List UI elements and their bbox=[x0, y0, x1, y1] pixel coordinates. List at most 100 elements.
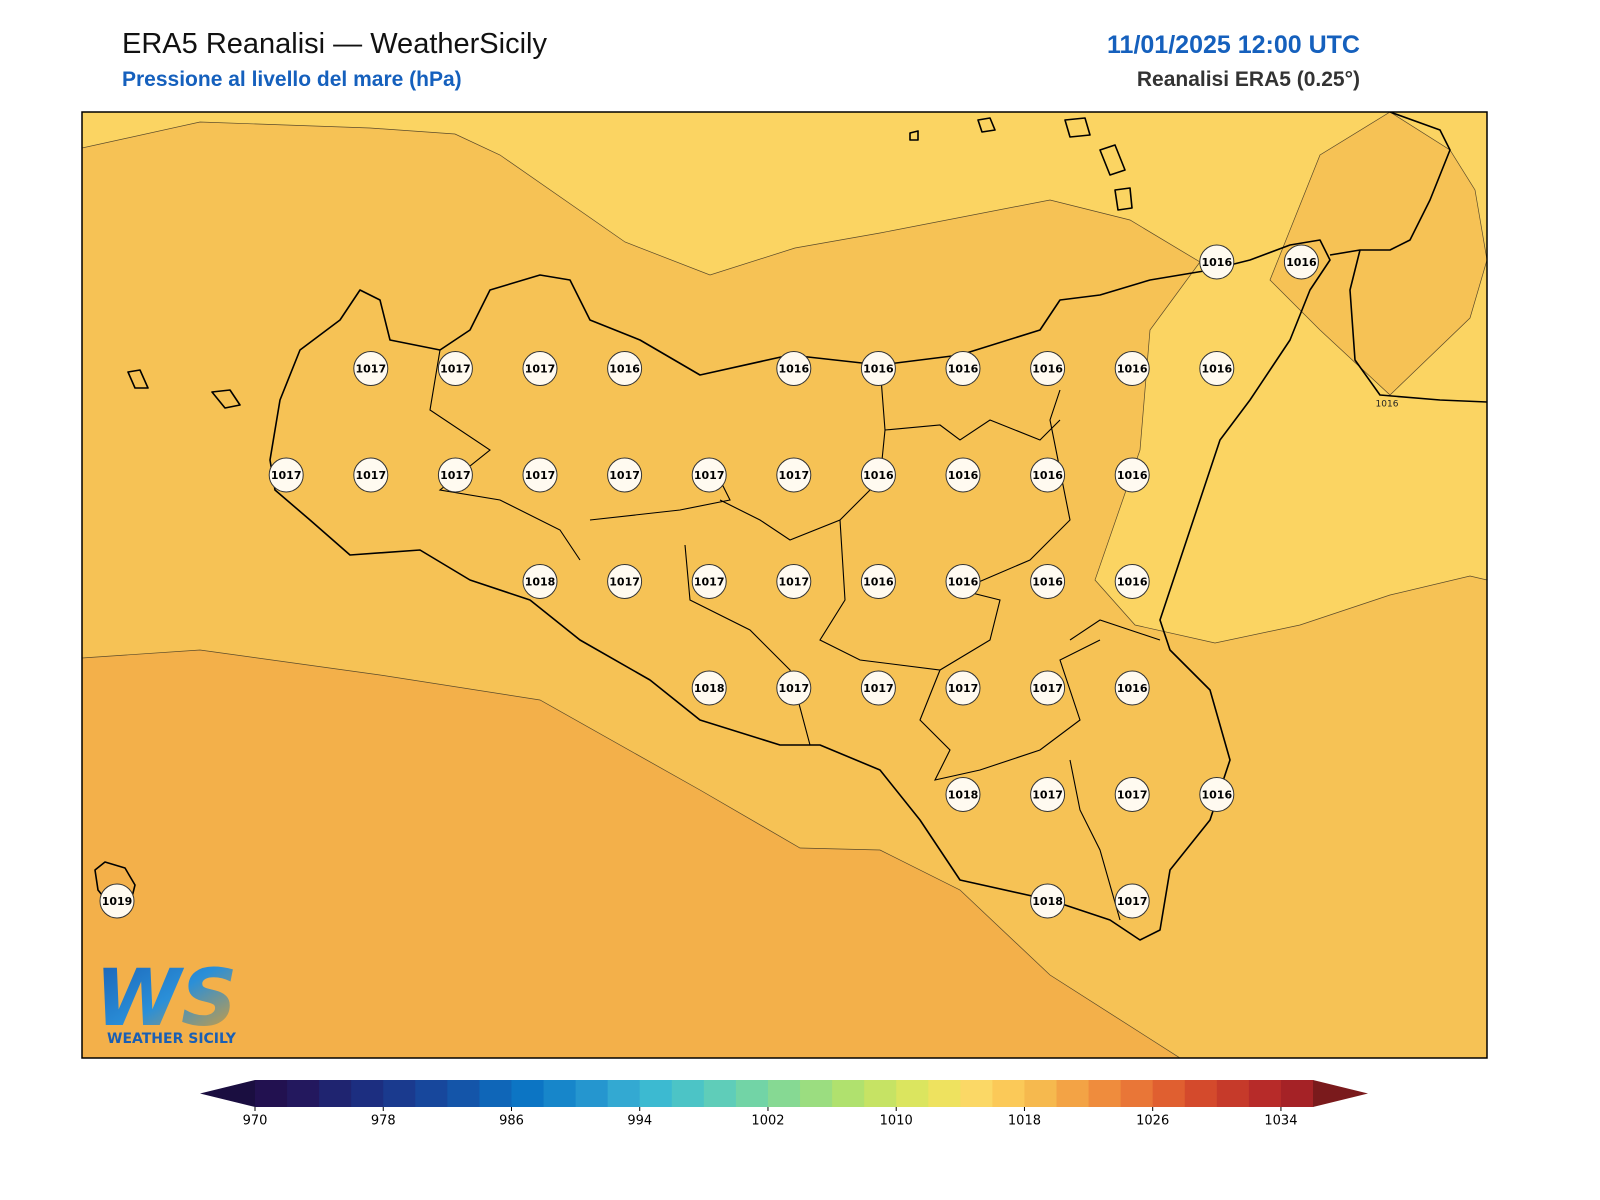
station-value: 1016 bbox=[1032, 363, 1063, 376]
station-marker bbox=[776, 564, 812, 599]
colorbar-bin bbox=[1248, 1080, 1282, 1107]
station-value: 1017 bbox=[694, 469, 725, 482]
station-value: 1017 bbox=[355, 469, 386, 482]
station-value: 1017 bbox=[778, 469, 809, 482]
colorbar-under bbox=[200, 1080, 255, 1107]
station-value: 1017 bbox=[1032, 682, 1063, 695]
coastline bbox=[269, 239, 1331, 941]
colorbar-bin bbox=[928, 1080, 961, 1107]
station-value: 1017 bbox=[1117, 789, 1148, 802]
station-marker bbox=[522, 564, 558, 599]
station-marker bbox=[99, 883, 135, 919]
colorbar-bin bbox=[447, 1080, 480, 1107]
colorbar-bin bbox=[896, 1080, 929, 1107]
colorbar-bin bbox=[1152, 1080, 1186, 1107]
station-value: 1016 bbox=[1117, 682, 1148, 695]
station-marker bbox=[1030, 457, 1066, 493]
station-marker bbox=[776, 670, 812, 706]
station-value: 1018 bbox=[694, 682, 725, 695]
station-value: 1016 bbox=[609, 363, 640, 376]
map-frame bbox=[81, 111, 1488, 1059]
station-value: 1018 bbox=[948, 789, 979, 802]
station-value: 1017 bbox=[778, 576, 809, 589]
station-marker bbox=[691, 457, 727, 493]
isobar-area bbox=[82, 649, 1181, 1058]
station-value: 1017 bbox=[609, 576, 640, 589]
station-value: 1017 bbox=[440, 363, 471, 376]
station-value: 1016 bbox=[948, 469, 979, 482]
station-marker bbox=[1030, 670, 1066, 706]
colorbar-tick-label: 1018 bbox=[1008, 1114, 1041, 1129]
station-marker bbox=[522, 457, 558, 493]
colorbar-bin bbox=[1088, 1080, 1122, 1107]
colorbar-bin bbox=[1184, 1080, 1218, 1107]
station-marker bbox=[1030, 777, 1066, 812]
colorbar: 970 978 986 994 1002 1010 1018 1026 1034 bbox=[200, 1080, 1368, 1129]
station-value: 1017 bbox=[525, 469, 556, 482]
station-value: 1016 bbox=[948, 576, 979, 589]
colorbar-bin bbox=[319, 1080, 352, 1107]
station-value: 1016 bbox=[1117, 469, 1148, 482]
colorbar-over bbox=[1313, 1080, 1368, 1107]
station-value: 1017 bbox=[609, 469, 640, 482]
station-marker bbox=[945, 777, 981, 812]
subtitle: Pressione al livello del mare (hPa) bbox=[122, 68, 462, 91]
station-marker bbox=[1114, 351, 1150, 386]
station-value: 1017 bbox=[525, 363, 556, 376]
colorbar-bin bbox=[1216, 1080, 1250, 1107]
station-marker bbox=[945, 351, 981, 386]
colorbar-bin bbox=[639, 1080, 673, 1107]
colorbar-bin bbox=[543, 1080, 577, 1107]
station-marker bbox=[691, 670, 727, 706]
station-marker bbox=[945, 670, 981, 706]
colorbar-tick-label: 978 bbox=[371, 1114, 396, 1129]
colorbar-bin bbox=[703, 1080, 737, 1107]
colorbar-tick-label: 994 bbox=[627, 1114, 652, 1129]
station-marker bbox=[607, 351, 643, 386]
colorbar-bin bbox=[800, 1080, 833, 1107]
source: Reanalisi ERA5 (0.25°) bbox=[1137, 68, 1360, 91]
station-value: 1016 bbox=[863, 469, 894, 482]
station-marker bbox=[776, 351, 812, 386]
colorbar-tick-label: 1010 bbox=[880, 1114, 913, 1129]
colorbar-bin bbox=[479, 1080, 512, 1107]
colorbar-tick-label: 1034 bbox=[1264, 1114, 1297, 1129]
station-marker bbox=[945, 457, 981, 493]
colorbar-bin bbox=[1056, 1080, 1090, 1107]
logo: WS WEATHER SICILY bbox=[95, 954, 237, 1047]
station-marker bbox=[860, 670, 896, 706]
station-value: 1017 bbox=[694, 576, 725, 589]
station-value: 1016 bbox=[863, 576, 894, 589]
station-marker bbox=[268, 457, 304, 493]
station-value: 1017 bbox=[1117, 895, 1148, 908]
logo-name: WEATHER SICILY bbox=[107, 1031, 237, 1047]
colorbar-bin bbox=[1280, 1080, 1314, 1107]
station-marker bbox=[1030, 351, 1066, 386]
station-marker bbox=[860, 351, 896, 386]
colorbar-bin bbox=[575, 1080, 609, 1107]
colorbar-tick-label: 986 bbox=[499, 1114, 524, 1129]
colorbar-bin bbox=[735, 1080, 769, 1107]
colorbar-tick-label: 1026 bbox=[1136, 1114, 1169, 1129]
station-marker bbox=[1199, 351, 1235, 386]
station-marker bbox=[1114, 670, 1150, 706]
station-value: 1018 bbox=[525, 576, 556, 589]
station-marker bbox=[607, 564, 643, 599]
station-marker bbox=[945, 564, 981, 599]
station-marker bbox=[1199, 244, 1235, 280]
colorbar-bin bbox=[383, 1080, 416, 1107]
station-labels: 1016 1016 1017 1017 1017 1016 1016 1016 1016 1016… bbox=[99, 244, 1319, 919]
colorbar-bin bbox=[960, 1080, 993, 1107]
logo-letters: WS bbox=[95, 954, 237, 1044]
station-marker bbox=[522, 351, 558, 386]
colorbar-tick-label: 970 bbox=[243, 1114, 268, 1129]
station-value: 1019 bbox=[102, 895, 133, 908]
station-value: 1016 bbox=[1117, 576, 1148, 589]
station-value: 1016 bbox=[1032, 576, 1063, 589]
station-value: 1017 bbox=[863, 682, 894, 695]
station-marker bbox=[1199, 777, 1235, 812]
datetime: 11/01/2025 12:00 UTC bbox=[1107, 31, 1360, 59]
station-value: 1016 bbox=[948, 363, 979, 376]
